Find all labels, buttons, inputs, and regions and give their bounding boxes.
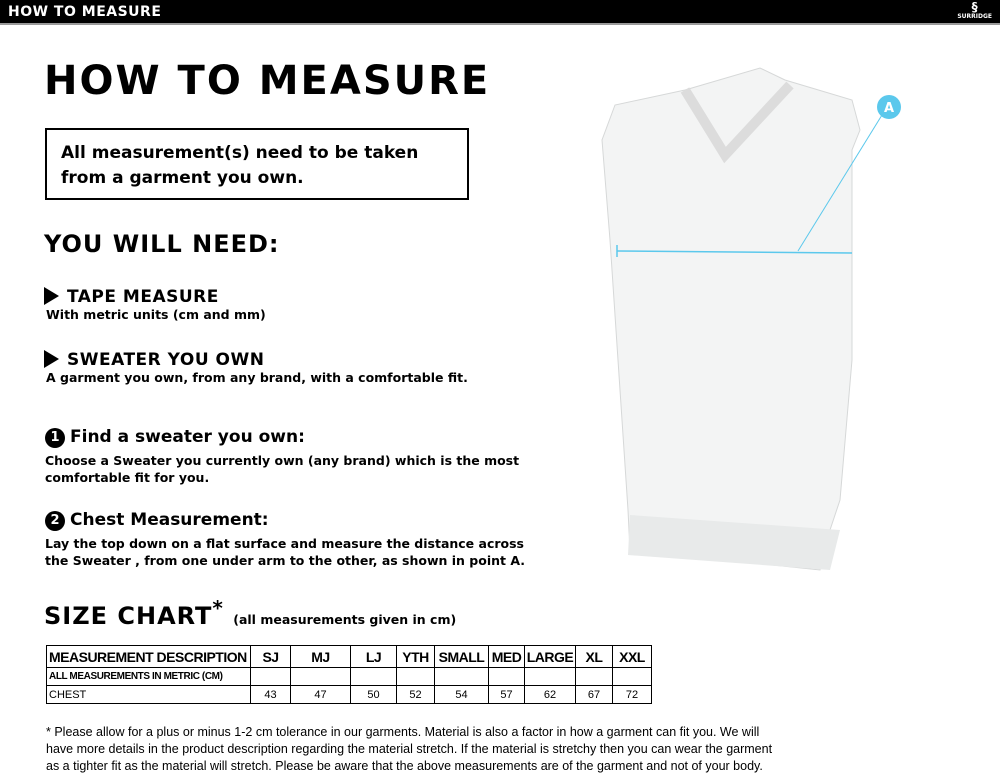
table-header-row: MEASUREMENT DESCRIPTION SJ MJ LJ YTH SMA… <box>46 645 652 668</box>
header-cell: MEASUREMENT DESCRIPTION <box>46 645 251 668</box>
item-title: SWEATER YOU OWN <box>67 350 265 370</box>
cell: 62 <box>524 685 576 704</box>
item-desc: With metric units (cm and mm) <box>46 307 266 322</box>
cell <box>524 667 576 686</box>
triangle-icon <box>44 350 59 368</box>
header-cell: LARGE <box>524 645 576 668</box>
cell <box>350 667 397 686</box>
sweater-waistband <box>628 515 840 570</box>
header-cell: SJ <box>250 645 291 668</box>
point-a-marker <box>877 95 901 119</box>
cell <box>488 667 525 686</box>
brand-logo: § SURRIDGE <box>957 1 992 20</box>
need-item-tape: TAPE MEASURE With metric units (cm and m… <box>44 287 266 322</box>
step-number: 1 <box>45 428 65 448</box>
notice-box: All measurement(s) need to be taken from… <box>45 128 469 200</box>
asterisk: * <box>212 596 224 620</box>
cell <box>575 667 613 686</box>
step-desc: Choose a Sweater you currently own (any … <box>45 453 520 485</box>
item-title: TAPE MEASURE <box>67 287 219 307</box>
header-cell: MJ <box>290 645 351 668</box>
triangle-icon <box>44 287 59 305</box>
step-1: 1 Find a sweater you own: Choose a Sweate… <box>45 427 525 486</box>
header-cell: YTH <box>396 645 435 668</box>
header-cell: XL <box>575 645 613 668</box>
table-row: CHEST 43 47 50 52 54 57 62 67 72 <box>46 685 652 704</box>
sweater-collar <box>680 81 794 164</box>
cell: 43 <box>250 685 291 704</box>
cell <box>396 667 435 686</box>
item-desc: A garment you own, from any brand, with … <box>46 370 468 385</box>
header-cell: MED <box>488 645 525 668</box>
size-chart-heading: SIZE CHART* (all measurements given in c… <box>44 596 456 630</box>
cell <box>434 667 489 686</box>
sweater-diagram: A <box>601 67 901 571</box>
size-chart-table: MEASUREMENT DESCRIPTION SJ MJ LJ YTH SMA… <box>46 645 652 704</box>
cell <box>250 667 291 686</box>
cell: 57 <box>488 685 525 704</box>
you-will-need-heading: YOU WILL NEED: <box>44 230 280 258</box>
chest-measure-line <box>616 250 853 254</box>
size-chart-title: SIZE CHART <box>44 602 213 630</box>
page-title: HOW TO MEASURE <box>44 58 491 104</box>
sweater-body <box>601 67 861 571</box>
cell <box>612 667 652 686</box>
footnote: * Please allow for a plus or minus 1-2 c… <box>46 725 773 773</box>
cell: ALL MEASUREMENTS IN METRIC (CM) <box>46 667 251 686</box>
step-title: Find a sweater you own: <box>70 427 305 447</box>
top-bar: HOW TO MEASURE § SURRIDGE <box>0 0 1000 25</box>
cell: 52 <box>396 685 435 704</box>
header-title: HOW TO MEASURE <box>8 4 162 20</box>
need-item-sweater: SWEATER YOU OWN A garment you own, from … <box>44 350 468 385</box>
header-cell: LJ <box>350 645 397 668</box>
step-2: 2 Chest Measurement: Lay the top down on … <box>45 510 525 569</box>
step-title: Chest Measurement: <box>70 510 269 530</box>
step-desc: Lay the top down on a flat surface and m… <box>45 536 526 568</box>
step-number: 2 <box>45 511 65 531</box>
cell <box>290 667 351 686</box>
brand-name: SURRIDGE <box>957 13 992 20</box>
cell: CHEST <box>46 685 251 704</box>
cell: 47 <box>290 685 351 704</box>
brand-logo-mark: § <box>971 0 978 14</box>
cell: 54 <box>434 685 489 704</box>
header-cell: XXL <box>612 645 652 668</box>
cell: 72 <box>612 685 652 704</box>
cell: 50 <box>350 685 397 704</box>
cell: 67 <box>575 685 613 704</box>
header-cell: SMALL <box>434 645 489 668</box>
point-a-label: A <box>884 101 894 116</box>
size-chart-note: (all measurements given in cm) <box>233 612 457 627</box>
pointer-line <box>797 114 883 252</box>
table-row: ALL MEASUREMENTS IN METRIC (CM) <box>46 667 652 686</box>
